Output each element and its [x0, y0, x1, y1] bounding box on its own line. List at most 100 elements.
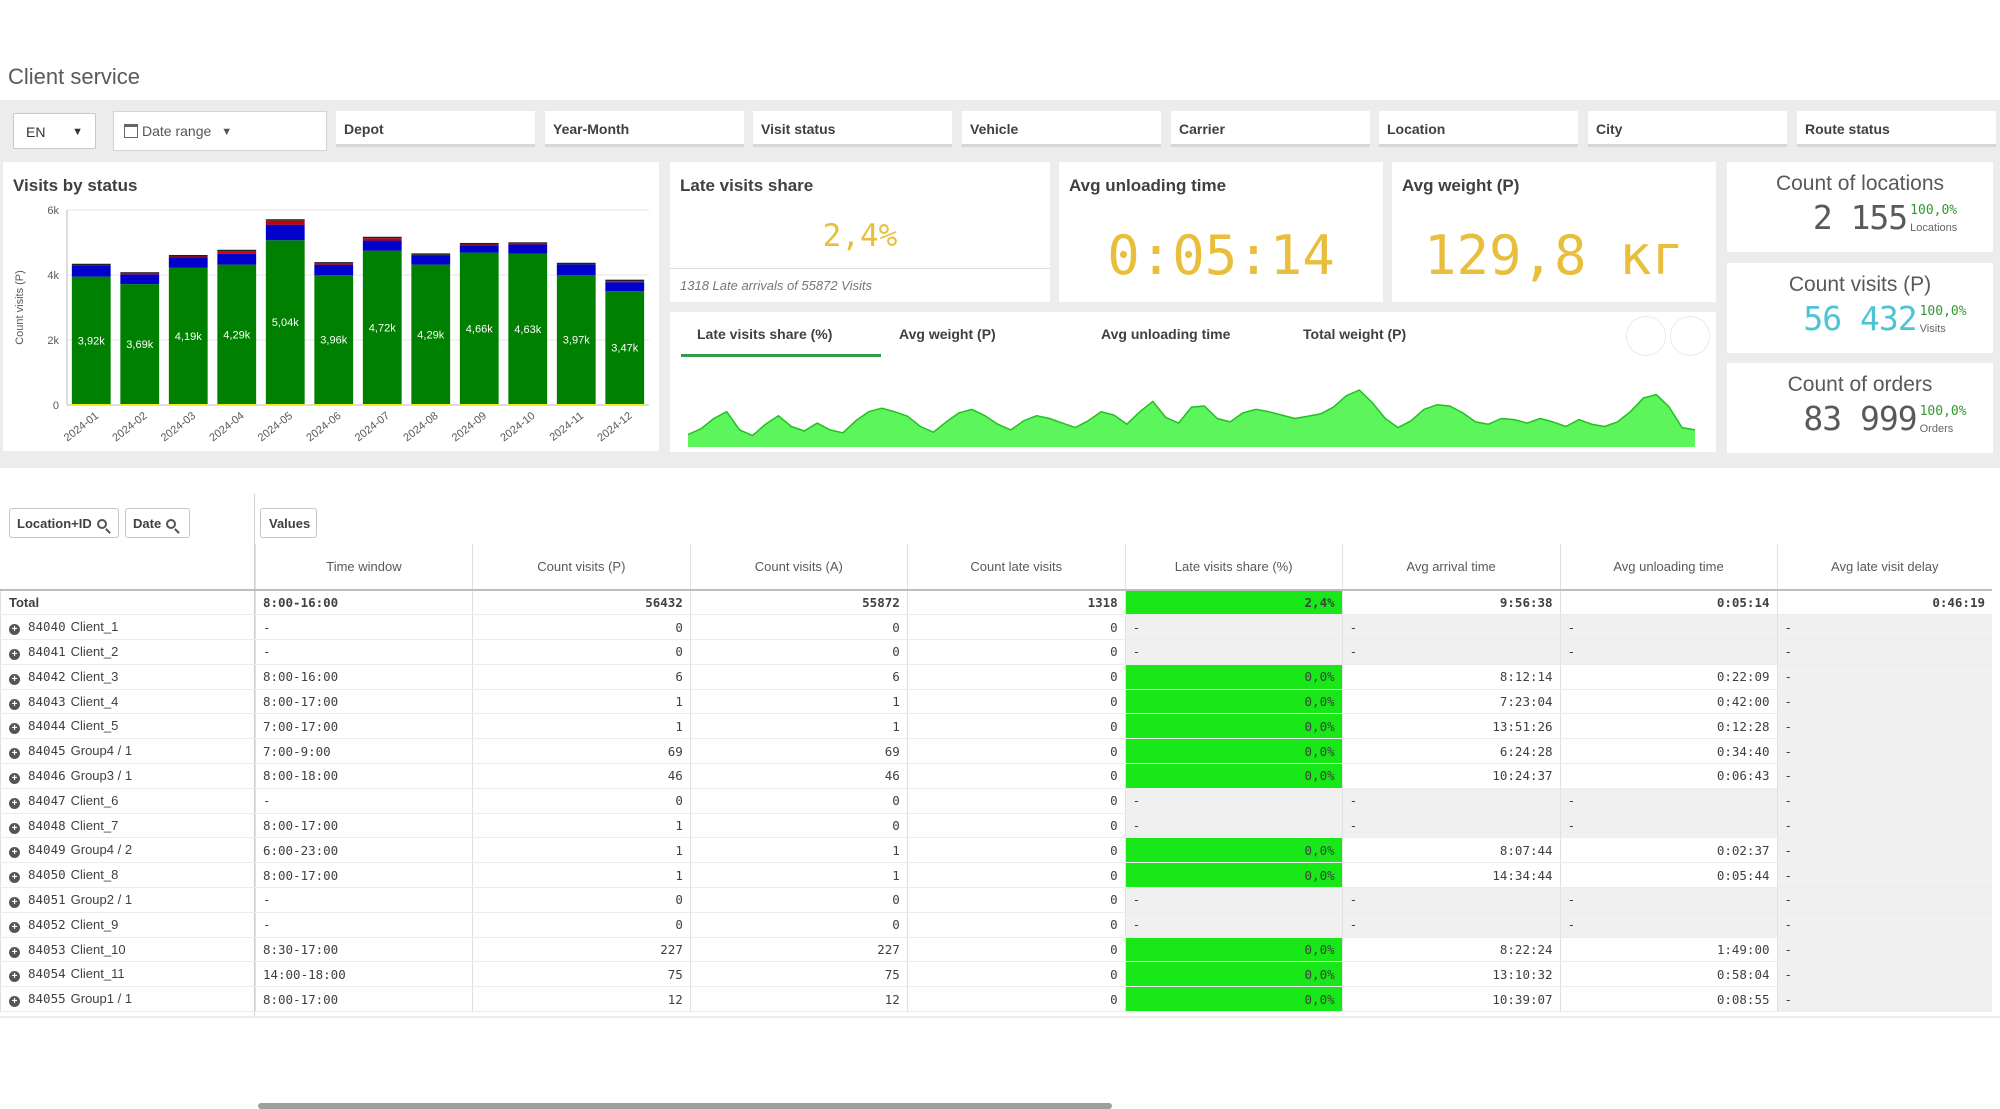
table-cell[interactable]: 0	[906, 837, 1126, 864]
minimize-button[interactable]	[1670, 316, 1710, 356]
table-cell[interactable]: 6	[689, 664, 908, 690]
table-cell[interactable]: 7:00-9:00	[254, 738, 473, 765]
table-cell[interactable]: -	[1341, 614, 1561, 641]
table-cell[interactable]: 0	[689, 813, 908, 839]
expand-plus-icon[interactable]: +	[9, 847, 20, 859]
table-cell[interactable]: -	[1559, 887, 1777, 913]
tab-late-visits-share[interactable]: Late visits share (%)	[697, 326, 833, 342]
table-cell[interactable]: 0	[906, 763, 1126, 789]
table-cell[interactable]: 0	[689, 639, 908, 665]
table-cell[interactable]: -	[254, 887, 473, 913]
table-cell[interactable]: 0,0%	[1124, 738, 1343, 765]
table-cell[interactable]: 69	[689, 738, 908, 765]
column-header[interactable]: Avg unloading time	[1559, 544, 1777, 591]
filter-city[interactable]: City	[1588, 111, 1787, 147]
avg-unloading-kpi[interactable]: Avg unloading time 0:05:14	[1059, 162, 1383, 302]
table-cell[interactable]: 1	[471, 813, 691, 839]
table-cell[interactable]: -	[1776, 862, 1992, 889]
table-cell[interactable]: 1	[689, 837, 908, 864]
table-row[interactable]: +84045 Group4 / 1 7:00-9:00 69 69 0 0,0% 6:24:2…	[0, 738, 1992, 765]
table-cell[interactable]: -	[1341, 813, 1561, 839]
language-select[interactable]: EN ▼	[13, 113, 96, 149]
table-row[interactable]: +84055 Group1 / 1 8:00-17:00 12 12 0 0,0% 10:39…	[0, 986, 1992, 1013]
table-cell[interactable]: 8:00-18:00	[254, 763, 473, 789]
table-cell[interactable]: 0	[906, 986, 1126, 1013]
table-cell[interactable]: 0,0%	[1124, 689, 1343, 715]
row-dimension-cell[interactable]: +84053 Client_10	[0, 937, 256, 963]
table-cell[interactable]: 0:06:43	[1559, 763, 1777, 789]
tab-avg-weight[interactable]: Avg weight (P)	[899, 326, 996, 342]
table-cell[interactable]: -	[1341, 912, 1561, 938]
table-cell[interactable]: 1	[689, 689, 908, 715]
table-cell[interactable]: 0	[906, 639, 1126, 665]
date-range-picker[interactable]: Date range ▼	[113, 111, 327, 151]
table-row[interactable]: +84050 Client_8 8:00-17:00 1 1 0 0,0% 14:34:44 0…	[0, 862, 1992, 889]
table-cell[interactable]: -	[254, 788, 473, 814]
table-row[interactable]: +84053 Client_10 8:30-17:00 227 227 0 0,0% 8:22…	[0, 937, 1992, 963]
table-cell[interactable]: 14:34:44	[1341, 862, 1561, 889]
row-dimension-cell[interactable]: +84055 Group1 / 1	[0, 986, 256, 1013]
search-icon[interactable]	[166, 519, 177, 529]
table-cell[interactable]: -	[1776, 713, 1992, 740]
table-row[interactable]: +84052 Client_9-0 0 0- - - -	[0, 912, 1992, 938]
table-cell[interactable]: 0,0%	[1124, 986, 1343, 1013]
filter-carrier[interactable]: Carrier	[1171, 111, 1370, 147]
table-row[interactable]: +84044 Client_5 7:00-17:00 1 1 0 0,0% 13:51:26 0…	[0, 713, 1992, 740]
row-dimension-cell[interactable]: +84041 Client_2	[0, 639, 256, 665]
table-cell[interactable]: 0	[689, 887, 908, 913]
expand-plus-icon[interactable]: +	[9, 822, 20, 834]
row-dimension-cell[interactable]: +84047 Client_6	[0, 788, 256, 814]
horizontal-scrollbar[interactable]	[258, 1103, 1112, 1109]
dim-chip-date[interactable]: Date	[125, 508, 190, 538]
table-cell[interactable]: 0,0%	[1124, 763, 1343, 789]
table-cell[interactable]: 1	[471, 713, 691, 740]
row-dimension-cell[interactable]: +84045 Group4 / 1	[0, 738, 256, 765]
table-cell[interactable]: 6:24:28	[1341, 738, 1561, 765]
table-cell[interactable]: 0,0%	[1124, 961, 1343, 988]
table-cell[interactable]: 0	[471, 912, 691, 938]
table-cell[interactable]: 10:24:37	[1341, 763, 1561, 789]
table-cell[interactable]: -	[1559, 912, 1777, 938]
table-cell[interactable]: -	[1341, 639, 1561, 665]
table-cell[interactable]: -	[1776, 837, 1992, 864]
table-row[interactable]: +84043 Client_4 8:00-17:00 1 1 0 0,0% 7:23:04 0:…	[0, 689, 1992, 715]
table-cell[interactable]: -	[1776, 614, 1992, 641]
row-dimension-cell[interactable]: +84054 Client_11	[0, 961, 256, 988]
table-cell[interactable]: -	[1124, 788, 1343, 814]
table-cell[interactable]: 8:00-16:00	[254, 590, 473, 616]
table-row[interactable]: +84042 Client_3 8:00-16:00 6 6 0 0,0% 8:12:14 0:…	[0, 664, 1992, 690]
table-cell[interactable]: 14:00-18:00	[254, 961, 473, 988]
table-cell[interactable]: 0	[906, 912, 1126, 938]
expand-plus-icon[interactable]: +	[9, 921, 20, 933]
row-dimension-cell[interactable]: +84052 Client_9	[0, 912, 256, 938]
filter-vehicle[interactable]: Vehicle	[962, 111, 1161, 147]
tab-total-weight[interactable]: Total weight (P)	[1303, 326, 1407, 342]
row-dimension-cell[interactable]: +84044 Client_5	[0, 713, 256, 740]
table-cell[interactable]: 0,0%	[1124, 937, 1343, 963]
table-cell[interactable]: 0:05:44	[1559, 862, 1777, 889]
table-cell[interactable]: 1	[689, 713, 908, 740]
table-cell[interactable]: 10:39:07	[1341, 986, 1561, 1013]
table-cell[interactable]: 12	[689, 986, 908, 1013]
table-cell[interactable]: 0:42:00	[1559, 689, 1777, 715]
table-cell[interactable]: -	[254, 639, 473, 665]
table-cell[interactable]: 227	[471, 937, 691, 963]
table-cell[interactable]: -	[1341, 887, 1561, 913]
table-cell[interactable]: 7:00-17:00	[254, 713, 473, 740]
table-cell[interactable]: 8:22:24	[1341, 937, 1561, 963]
table-cell[interactable]: 0	[906, 664, 1126, 690]
table-cell[interactable]: 55872	[689, 590, 908, 616]
table-cell[interactable]: 8:00-17:00	[254, 689, 473, 715]
table-row[interactable]: +84047 Client_6-0 0 0- - - -	[0, 788, 1992, 814]
table-cell[interactable]: -	[1124, 639, 1343, 665]
table-cell[interactable]: 0:02:37	[1559, 837, 1777, 864]
table-cell[interactable]: 0	[471, 639, 691, 665]
table-cell[interactable]: 0:08:55	[1559, 986, 1777, 1013]
row-dimension-cell[interactable]: Total	[0, 590, 256, 616]
expand-plus-icon[interactable]: +	[9, 748, 20, 760]
column-header[interactable]: Late visits share (%)	[1124, 544, 1343, 591]
dim-chip-location[interactable]: Location+ID	[9, 508, 119, 538]
row-dimension-cell[interactable]: +84046 Group3 / 1	[0, 763, 256, 789]
table-cell[interactable]: 9:56:38	[1341, 590, 1561, 616]
table-cell[interactable]: -	[1559, 813, 1777, 839]
